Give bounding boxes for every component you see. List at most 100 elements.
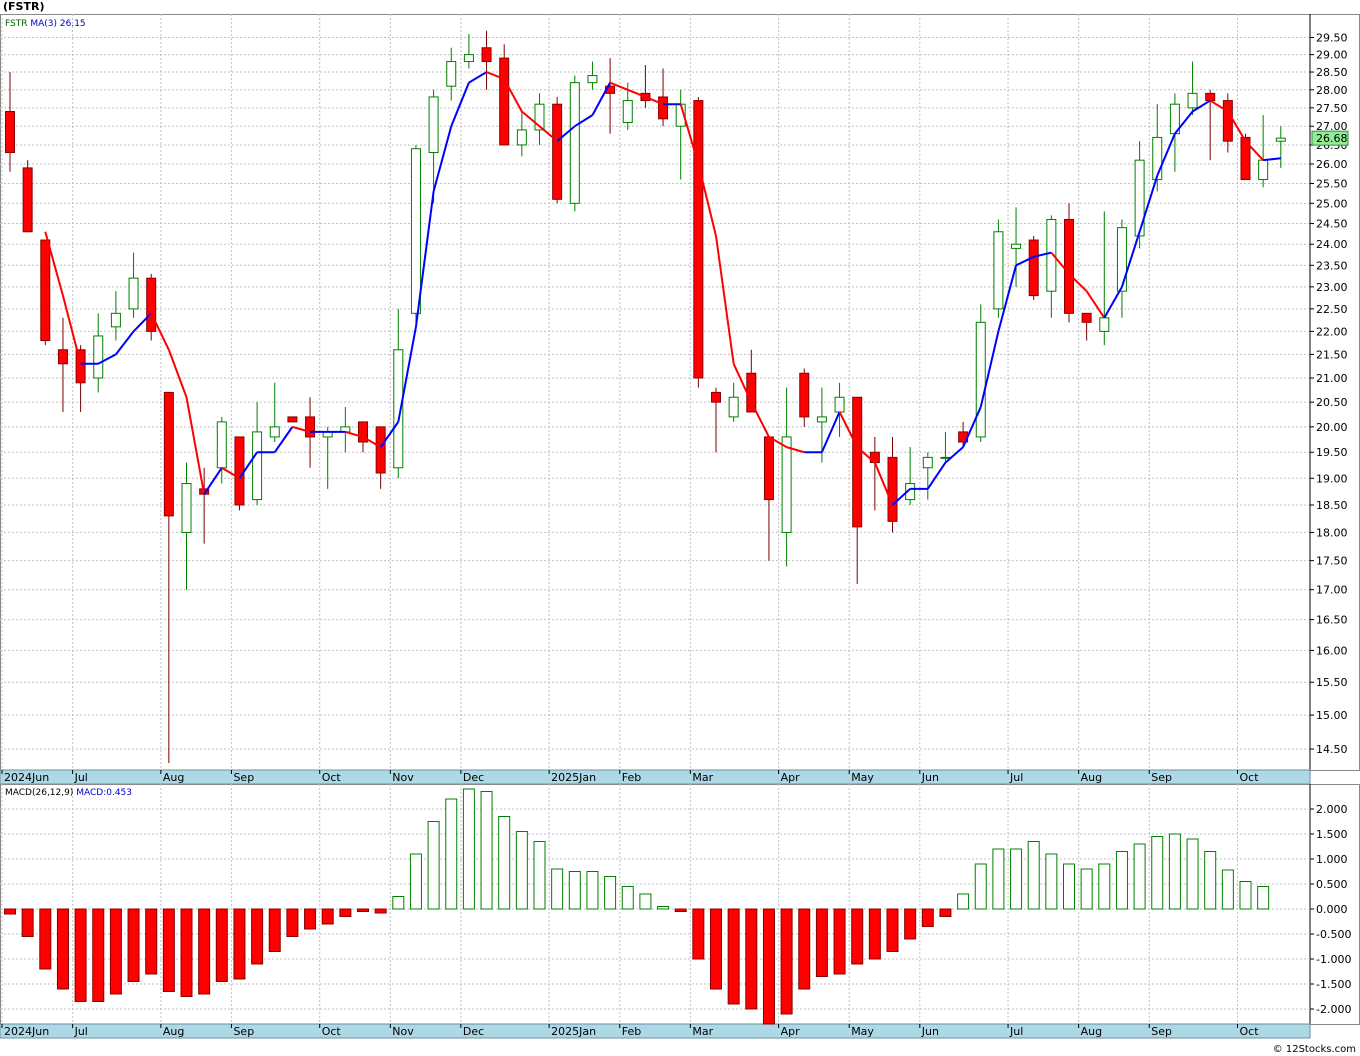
- last-price-label: 26.68: [1316, 132, 1348, 145]
- price-date-label: Jun: [921, 771, 939, 784]
- macd-bar: [710, 908, 722, 990]
- price-tick-label: 22.50: [1316, 303, 1348, 316]
- price-date-label: Aug: [163, 771, 184, 784]
- ma-line-segment: [962, 406, 982, 448]
- candle-body: [93, 335, 104, 379]
- macd-bar: [1098, 863, 1111, 910]
- macd-bar: [692, 908, 705, 960]
- candle-body: [428, 96, 439, 154]
- candle-body: [1187, 92, 1198, 109]
- price-tick-label: 26.00: [1316, 158, 1348, 171]
- macd-bar: [109, 908, 122, 995]
- macd-date-label: Oct: [1240, 1025, 1260, 1038]
- ma-line-segment: [1033, 251, 1052, 258]
- macd-bar: [604, 876, 617, 910]
- candle-body: [1116, 227, 1127, 292]
- macd-bar: [745, 908, 758, 1010]
- candle-body: [216, 421, 227, 469]
- ma-line-segment: [379, 421, 400, 448]
- ma-line-segment: [292, 425, 311, 433]
- macd-date-label: Feb: [622, 1025, 641, 1038]
- price-tick-label: 25.50: [1316, 177, 1348, 190]
- candle-body: [905, 483, 916, 501]
- candle-body: [57, 349, 68, 365]
- watermark: © 12Stocks.com: [1273, 1044, 1356, 1055]
- ma-line-segment: [891, 488, 911, 506]
- macd-bar: [357, 908, 369, 912]
- price-date-label: Aug: [1081, 771, 1102, 784]
- candle-body: [552, 103, 563, 200]
- ma-line-segment: [944, 446, 964, 464]
- candle-body: [1099, 317, 1110, 332]
- macd-bar: [56, 908, 69, 990]
- macd-bar: [533, 841, 546, 910]
- price-tick-label: 25.00: [1316, 197, 1348, 210]
- price-date-label: Jul: [1009, 771, 1023, 784]
- ma-line-segment: [591, 82, 611, 116]
- price-tick-label: 14.50: [1316, 743, 1348, 756]
- macd-date-label: Nov: [392, 1025, 414, 1038]
- macd-tick-label: 2.000: [1316, 803, 1348, 816]
- price-date-label: Apr: [781, 771, 801, 784]
- ma-line-segment: [1120, 231, 1141, 288]
- macd-bar: [868, 908, 881, 960]
- macd-bar: [268, 908, 281, 952]
- ma-line-segment: [1156, 133, 1176, 177]
- candle-body: [922, 456, 933, 469]
- candle-body: [305, 416, 316, 438]
- price-date-label: May: [851, 771, 874, 784]
- price-date-label: Sep: [1151, 771, 1172, 784]
- ma-line-segment: [856, 446, 876, 464]
- candle-body: [40, 239, 51, 342]
- candle-body: [1134, 159, 1145, 237]
- candle-body: [569, 82, 580, 204]
- macd-date-label: Oct: [322, 1025, 342, 1038]
- macd-panel: -2.000 -1.500 -1.000 -0.500 0.000 0.500 1.000 1…: [0, 784, 1360, 1039]
- ma-line-segment: [450, 82, 470, 127]
- macd-bar: [462, 788, 475, 910]
- macd-bar: [409, 853, 422, 910]
- macd-bar: [4, 908, 16, 915]
- price-tick-label: 15.00: [1316, 709, 1348, 722]
- macd-bar: [180, 908, 193, 997]
- price-date-label: 2025Jan: [551, 771, 596, 784]
- macd-bar: [215, 908, 228, 982]
- price-date-label: 2024Jun: [4, 771, 49, 784]
- macd-legend: MACD(26,12,9) MACD:0.453: [5, 788, 132, 798]
- price-date-label: Oct: [322, 771, 342, 784]
- price-tick-label: 29.00: [1316, 49, 1348, 62]
- macd-date-label: Aug: [1081, 1025, 1102, 1038]
- candle-body: [852, 396, 863, 528]
- ma-line-segment: [768, 436, 788, 448]
- price-tick-label: 19.50: [1316, 446, 1348, 459]
- price-panel-frame: [0, 14, 1360, 771]
- ma-line-segment: [838, 411, 859, 448]
- ma-line-segment: [1068, 273, 1088, 292]
- macd-date-label: Jun: [921, 1025, 939, 1038]
- macd-bar: [974, 863, 987, 910]
- macd-date-label: May: [851, 1025, 874, 1038]
- ma-line-segment: [538, 125, 558, 142]
- ma-line-segment: [679, 103, 700, 165]
- price-tick-label: 23.50: [1316, 259, 1348, 272]
- macd-bar: [1151, 836, 1164, 910]
- price-date-label: Oct: [1240, 771, 1260, 784]
- candle-body: [463, 54, 474, 63]
- macd-bar: [1221, 869, 1234, 910]
- macd-bar: [1133, 843, 1146, 910]
- ma-line-segment: [645, 96, 664, 106]
- macd-date-label: 2025Jan: [551, 1025, 596, 1038]
- macd-bar: [39, 908, 52, 970]
- ma-line-segment: [468, 71, 488, 84]
- price-date-label: Sep: [233, 771, 254, 784]
- macd-bar: [162, 908, 175, 992]
- candle-body: [1081, 312, 1092, 323]
- macd-bar: [992, 848, 1005, 910]
- macd-bar: [198, 908, 211, 995]
- candle-body: [375, 426, 386, 474]
- ma-line-segment: [203, 467, 223, 495]
- macd-bar: [233, 908, 246, 980]
- macd-bar: [657, 906, 670, 910]
- candle-body: [481, 47, 492, 63]
- macd-date-label: Aug: [163, 1025, 184, 1038]
